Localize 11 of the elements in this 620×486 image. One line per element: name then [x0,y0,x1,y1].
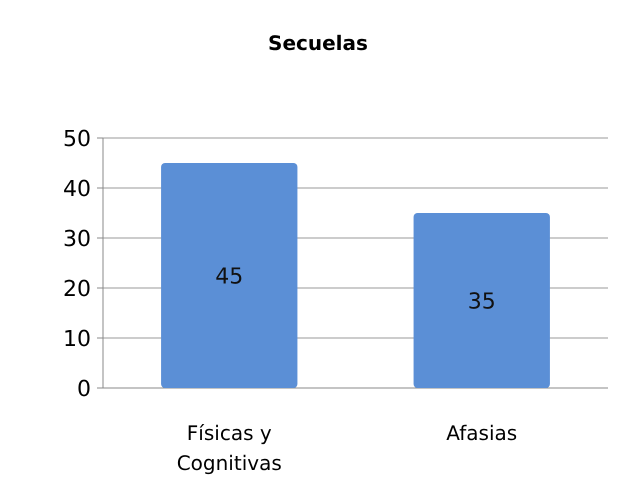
chart-title: Secuelas [268,31,368,55]
data-label: 45 [215,264,244,290]
y-tick-label: 20 [63,277,91,302]
y-tick-label: 50 [63,127,91,152]
y-tick-label: 30 [63,227,91,252]
y-tick-label: 0 [77,377,91,402]
y-tick-label: 40 [63,177,91,202]
y-tick-label: 10 [63,327,91,352]
x-tick-label: Afasias [446,421,518,445]
data-label: 35 [468,290,496,314]
x-tick-label: Físicas y Cognitivas [176,421,282,475]
